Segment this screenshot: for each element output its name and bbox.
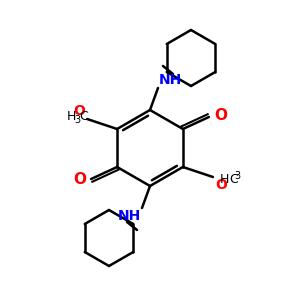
Text: O: O bbox=[215, 178, 227, 192]
Text: 3: 3 bbox=[234, 171, 240, 181]
Text: C: C bbox=[79, 110, 88, 124]
Text: C: C bbox=[229, 172, 238, 185]
Text: O: O bbox=[73, 172, 86, 188]
Text: H: H bbox=[67, 110, 76, 124]
Text: NH: NH bbox=[118, 209, 141, 223]
Text: O: O bbox=[73, 104, 85, 118]
Text: 3: 3 bbox=[74, 115, 80, 125]
Text: O: O bbox=[214, 109, 227, 124]
Text: NH: NH bbox=[159, 73, 182, 87]
Text: H: H bbox=[220, 172, 229, 185]
